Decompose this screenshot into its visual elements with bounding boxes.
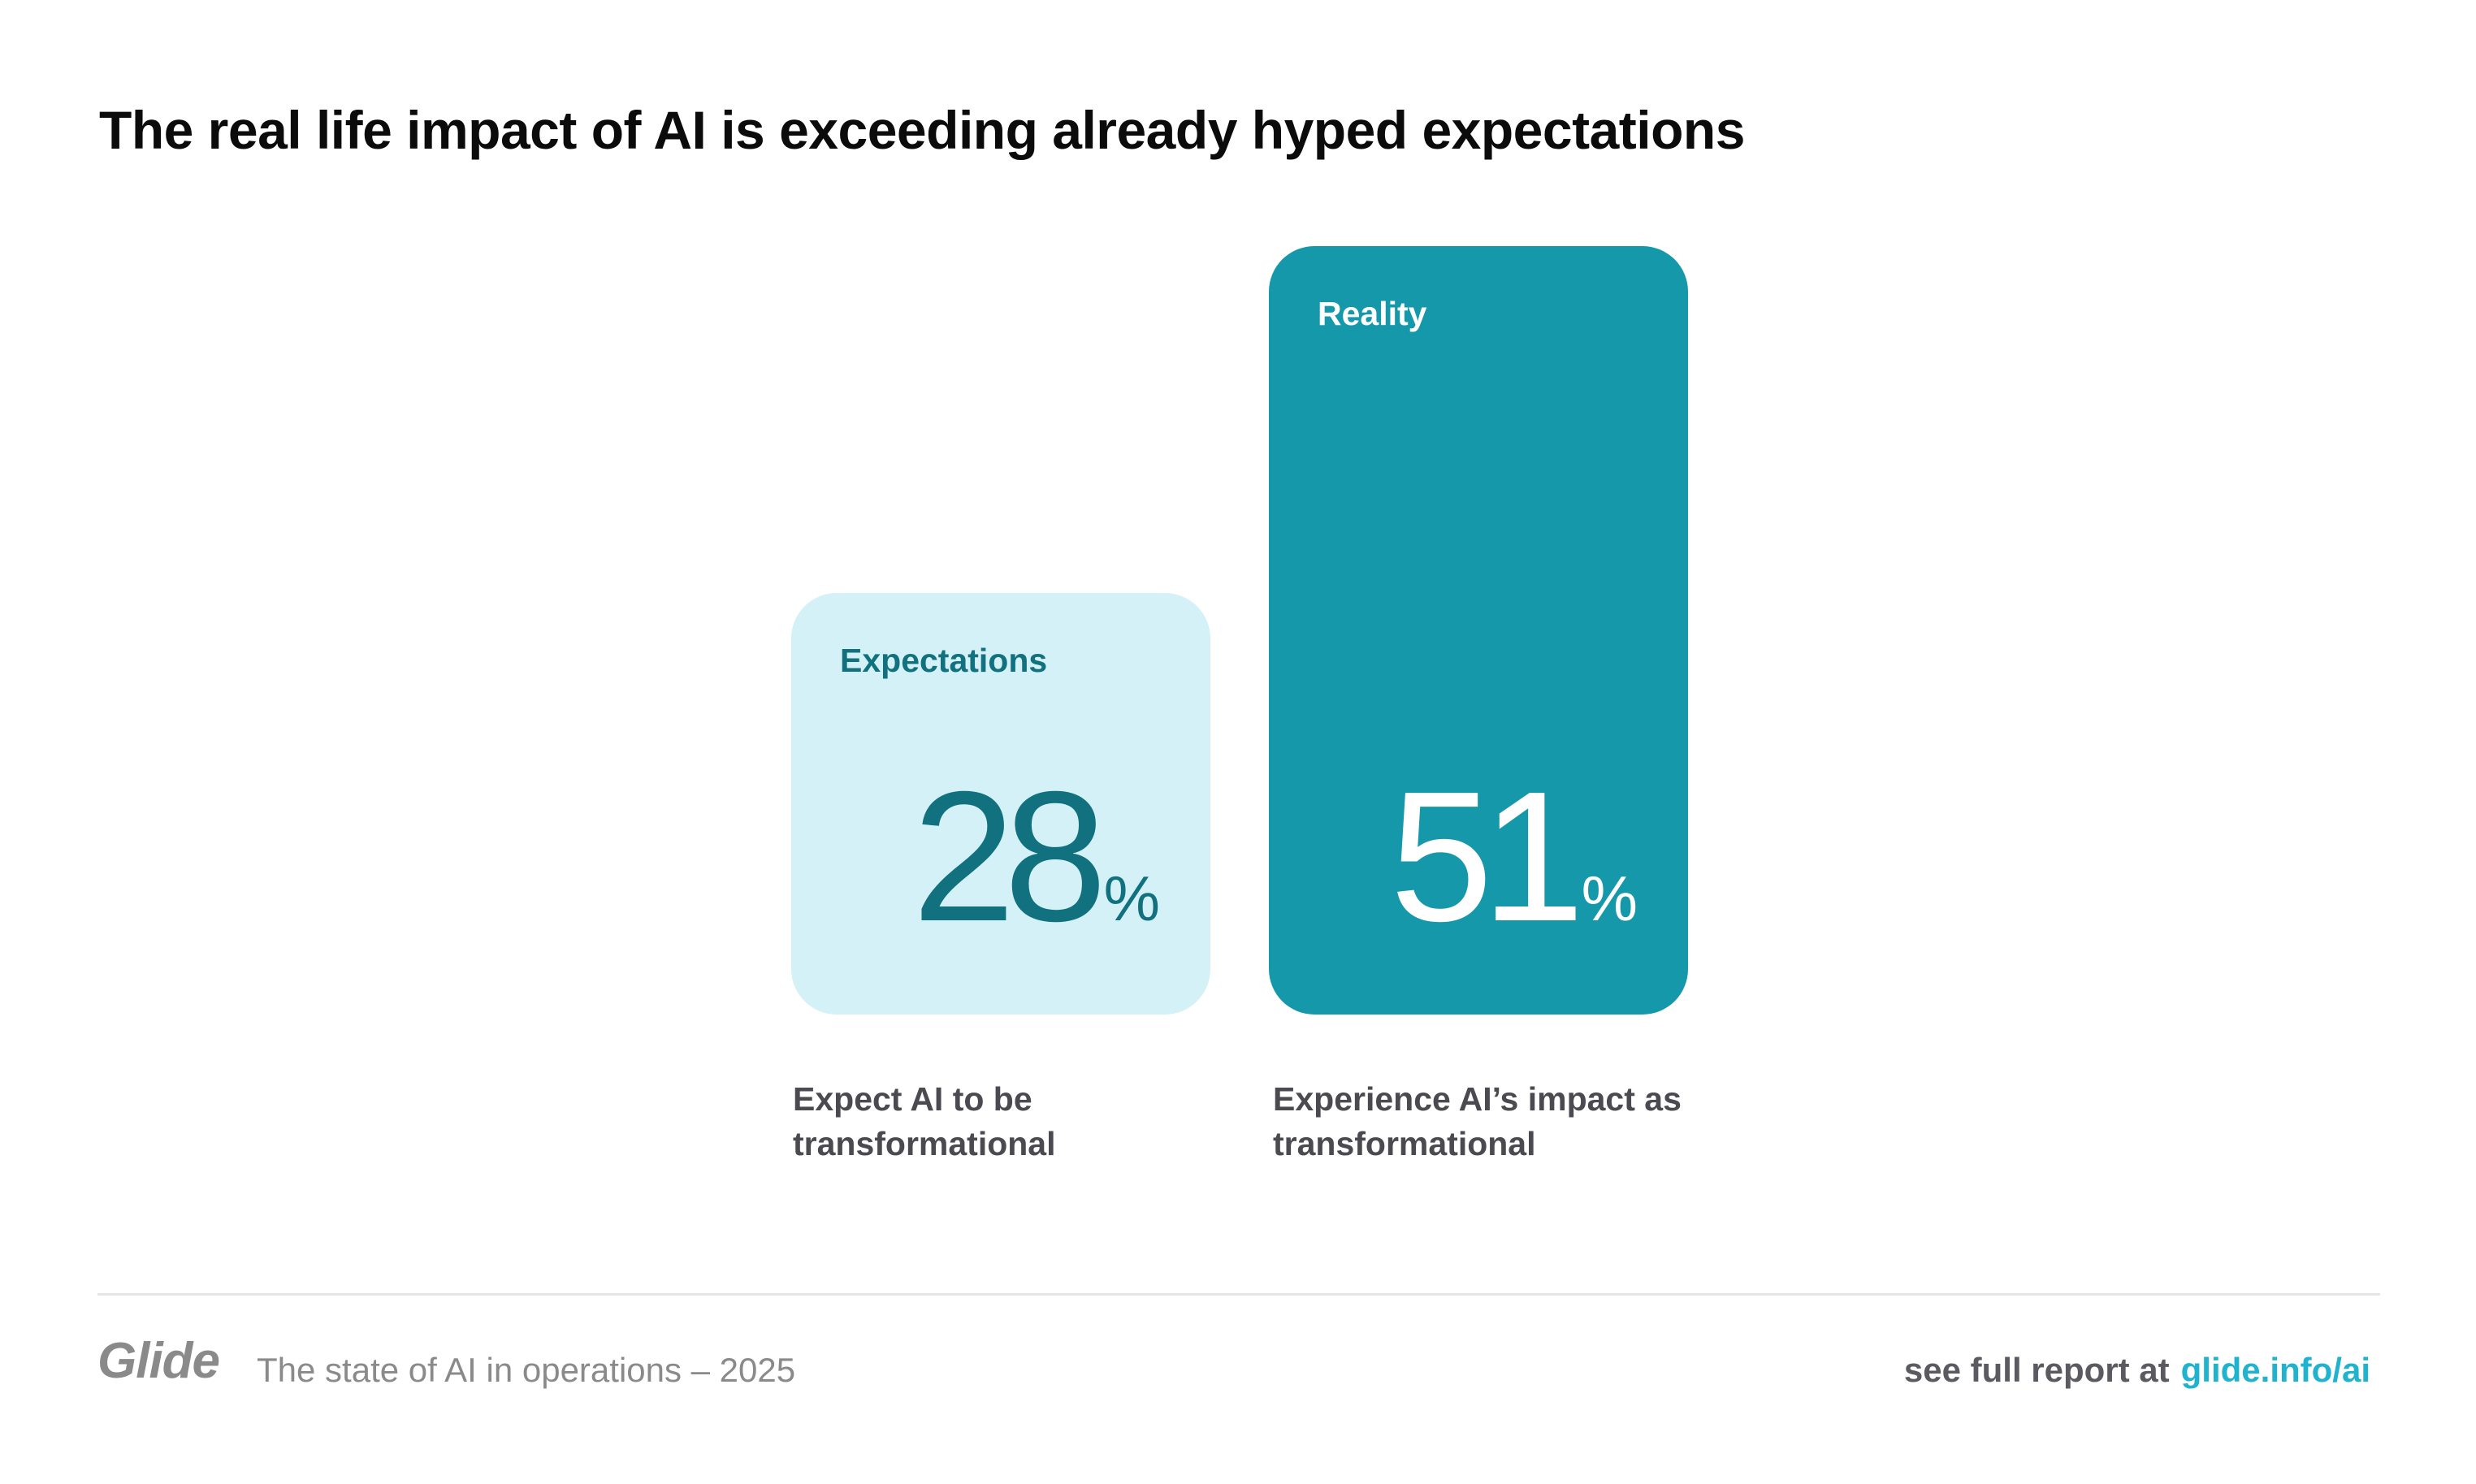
value-percent-sign: % xyxy=(1103,862,1160,934)
caption-line: transformational xyxy=(1273,1125,1536,1162)
caption-line: transformational xyxy=(793,1125,1056,1162)
bar-expectations: Expectations 28% xyxy=(791,592,1210,1015)
caption-line: Experience AI’s impact as xyxy=(1273,1080,1682,1118)
bar-reality: Reality 51% xyxy=(1269,246,1688,1015)
chart-title: The real life impact of AI is exceeding … xyxy=(99,100,1745,160)
value-number: 51 xyxy=(1390,754,1585,960)
report-cta: see full report at glide.info/ai xyxy=(1904,1351,2370,1390)
value-percent-sign: % xyxy=(1581,863,1638,934)
caption-reality: Experience AI’s impact as transformation… xyxy=(1273,1077,1728,1166)
footer-divider xyxy=(97,1293,2380,1296)
bar-value-reality: 51% xyxy=(1390,764,1638,950)
glide-logo: Glide xyxy=(97,1333,220,1389)
bar-label-expectations: Expectations xyxy=(840,641,1048,679)
value-number: 28 xyxy=(912,753,1107,960)
report-name: The state of AI in operations – 2025 xyxy=(257,1351,796,1389)
caption-expectations: Expect AI to be transformational xyxy=(793,1077,1248,1166)
bar-value-expectations: 28% xyxy=(912,764,1160,950)
report-link[interactable]: glide.info/ai xyxy=(2180,1351,2370,1389)
cta-text: see full report at xyxy=(1903,1351,2170,1389)
bar-label-reality: Reality xyxy=(1318,295,1427,332)
caption-line: Expect AI to be xyxy=(793,1080,1032,1118)
